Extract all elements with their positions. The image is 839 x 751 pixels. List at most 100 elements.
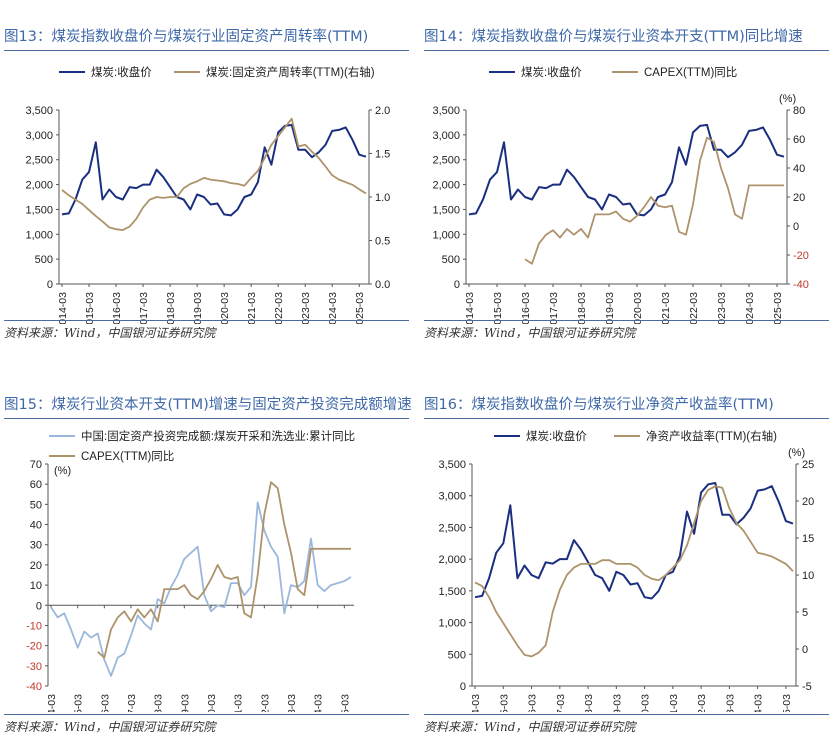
y-tick-label: 20	[30, 560, 42, 572]
x-tick-label: 2024-03	[327, 292, 339, 324]
y-tick-label: 30	[30, 540, 42, 552]
x-tick-label: 2020-03	[640, 694, 652, 712]
x-tick-label: 2015-03	[84, 292, 96, 324]
x-tick-label: 2016-03	[527, 694, 539, 712]
figure-16-title: 图16：煤炭指数收盘价与煤炭行业净资产收益率(TTM)	[424, 392, 829, 419]
figure-13-source: 资料来源：Wind，中国银河证券研究院	[4, 320, 409, 341]
y2-tick-label: 25	[802, 459, 814, 471]
y-tick-label: 10	[30, 580, 42, 592]
y2-tick-label: 0	[802, 644, 808, 656]
x-tick-label: 2022-03	[696, 694, 708, 712]
figure-15-panel: 图15：煤炭行业资本开支(TTM)增速与固定资产投资完成额增速 -40 -30 -2…	[4, 392, 412, 737]
x-tick-label: 2019-03	[192, 292, 204, 324]
y2-tick-label: 80	[793, 105, 805, 117]
y-tick-label: 3,500	[25, 105, 53, 117]
legend-label-1: 煤炭:收盘价	[526, 429, 587, 443]
y-tick-label: 2,000	[25, 180, 53, 192]
x-tick-label: 2021-03	[668, 694, 680, 712]
x-tick-label: 2023-03	[716, 292, 728, 324]
x-tick-label: 2023-03	[286, 694, 298, 712]
y-tick-label: 50	[30, 499, 42, 511]
series-line-2	[61, 117, 367, 232]
x-tick-label: 2021-03	[660, 292, 672, 324]
x-tick-label: 2025-03	[339, 694, 351, 712]
x-tick-label: 2025-03	[772, 292, 784, 324]
x-tick-label: 2017-03	[548, 292, 560, 324]
x-tick-label: 2014-03	[464, 292, 476, 324]
figure-15-chart: -40 -30 -20 -10 0 10 20 30 40 50 60 70 (%) 2014-03 201…	[26, 429, 355, 712]
x-tick-label: 2023-03	[300, 292, 312, 324]
figure-14-source: 资料来源：Wind，中国银河证券研究院	[424, 320, 829, 341]
y2-tick-label: -40	[793, 279, 809, 291]
y-tick-label: 70	[30, 459, 42, 471]
figure-15-source: 资料来源：Wind，中国银河证券研究院	[4, 714, 409, 735]
y2-unit-label: (%)	[788, 447, 805, 459]
y-tick-label: 0	[47, 279, 53, 291]
legend-label-2: 净资产收益率(TTM)(右轴)	[646, 429, 777, 443]
y-tick-label: 1,000	[25, 229, 53, 241]
y-tick-label: 40	[30, 520, 42, 532]
x-tick-label: 2020-03	[206, 694, 218, 712]
y-tick-label: -40	[26, 681, 42, 693]
y2-tick-label: 40	[793, 163, 805, 175]
y2-tick-label: 2.0	[375, 105, 390, 117]
y2-tick-label: 60	[793, 134, 805, 146]
y-tick-label: -30	[26, 661, 42, 673]
y-tick-label: 1,500	[438, 586, 466, 598]
figure-16-panel: 图16：煤炭指数收盘价与煤炭行业净资产收益率(TTM) 0 500 1,000 1,5…	[424, 392, 829, 737]
y-tick-label: -10	[26, 620, 42, 632]
x-tick-label: 2024-03	[744, 292, 756, 324]
y2-tick-label: 0.0	[375, 279, 390, 291]
x-tick-label: 2021-03	[233, 694, 245, 712]
legend-label-1: 煤炭:收盘价	[521, 65, 582, 79]
figure-13-title: 图13：煤炭指数收盘价与煤炭行业固定资产周转率(TTM)	[4, 24, 409, 51]
y-tick-label: 3,500	[432, 105, 460, 117]
y-tick-label: 1,500	[25, 204, 53, 216]
y2-tick-label: 10	[802, 570, 814, 582]
x-tick-label: 2022-03	[688, 292, 700, 324]
y-tick-label: 2,500	[25, 155, 53, 167]
figure-16-source: 资料来源：Wind，中国银河证券研究院	[424, 714, 829, 735]
y2-tick-label: 20	[793, 192, 805, 204]
legend-label-1: 煤炭:收盘价	[91, 65, 152, 79]
x-tick-label: 2020-03	[219, 292, 231, 324]
x-tick-label: 2025-03	[354, 292, 366, 324]
x-tick-label: 2018-03	[165, 292, 177, 324]
legend-label-2: CAPEX(TTM)同比	[644, 66, 737, 79]
y2-tick-label: 15	[802, 533, 814, 545]
x-tick-label: 2023-03	[724, 694, 736, 712]
x-tick-label: 2022-03	[259, 694, 271, 712]
y-tick-label: 1,000	[432, 229, 460, 241]
figure-13-chart: 0 500 1,000 1,500 2,000 2,500 3,000 3,500 0.0 0.5…	[25, 65, 390, 324]
y2-tick-label: -5	[802, 681, 812, 693]
y-tick-label: 0	[460, 681, 466, 693]
y-tick-label: 2,000	[432, 180, 460, 192]
x-tick-label: 2014-03	[470, 694, 482, 712]
y-tick-label: 1,000	[438, 618, 466, 630]
y-unit-label: (%)	[54, 465, 71, 477]
y2-unit-label: (%)	[779, 93, 796, 105]
x-tick-label: 2019-03	[179, 694, 191, 712]
series-line-1	[61, 123, 367, 217]
series-line-1	[474, 482, 794, 600]
figure-14-chart: 0 500 1,000 1,500 2,000 2,500 3,000 3,500 -40 -20…	[432, 65, 809, 324]
y-tick-label: 60	[30, 479, 42, 491]
x-tick-label: 2020-03	[632, 292, 644, 324]
y-tick-label: 3,000	[25, 130, 53, 142]
y-tick-label: 3,000	[438, 491, 466, 503]
x-tick-label: 2017-03	[138, 292, 150, 324]
y2-tick-label: 1.0	[375, 192, 390, 204]
y-tick-label: 2,500	[432, 155, 460, 167]
figure-14-title: 图14：煤炭指数收盘价与煤炭行业资本开支(TTM)同比增速	[424, 24, 829, 51]
x-tick-label: 2025-03	[781, 694, 793, 712]
y-tick-label: -20	[26, 641, 42, 653]
y2-tick-label: -20	[793, 250, 809, 262]
figure-16-chart: 0 500 1,000 1,500 2,000 2,500 3,000 3,500 -5 0 5 10…	[438, 429, 814, 712]
x-tick-label: 2014-03	[57, 292, 69, 324]
y-tick-label: 0	[36, 600, 42, 612]
series-line-1	[468, 123, 785, 217]
x-tick-label: 2018-03	[153, 694, 165, 712]
x-tick-label: 2015-03	[73, 694, 85, 712]
series-line-2	[524, 136, 784, 265]
x-tick-label: 2017-03	[555, 694, 567, 712]
